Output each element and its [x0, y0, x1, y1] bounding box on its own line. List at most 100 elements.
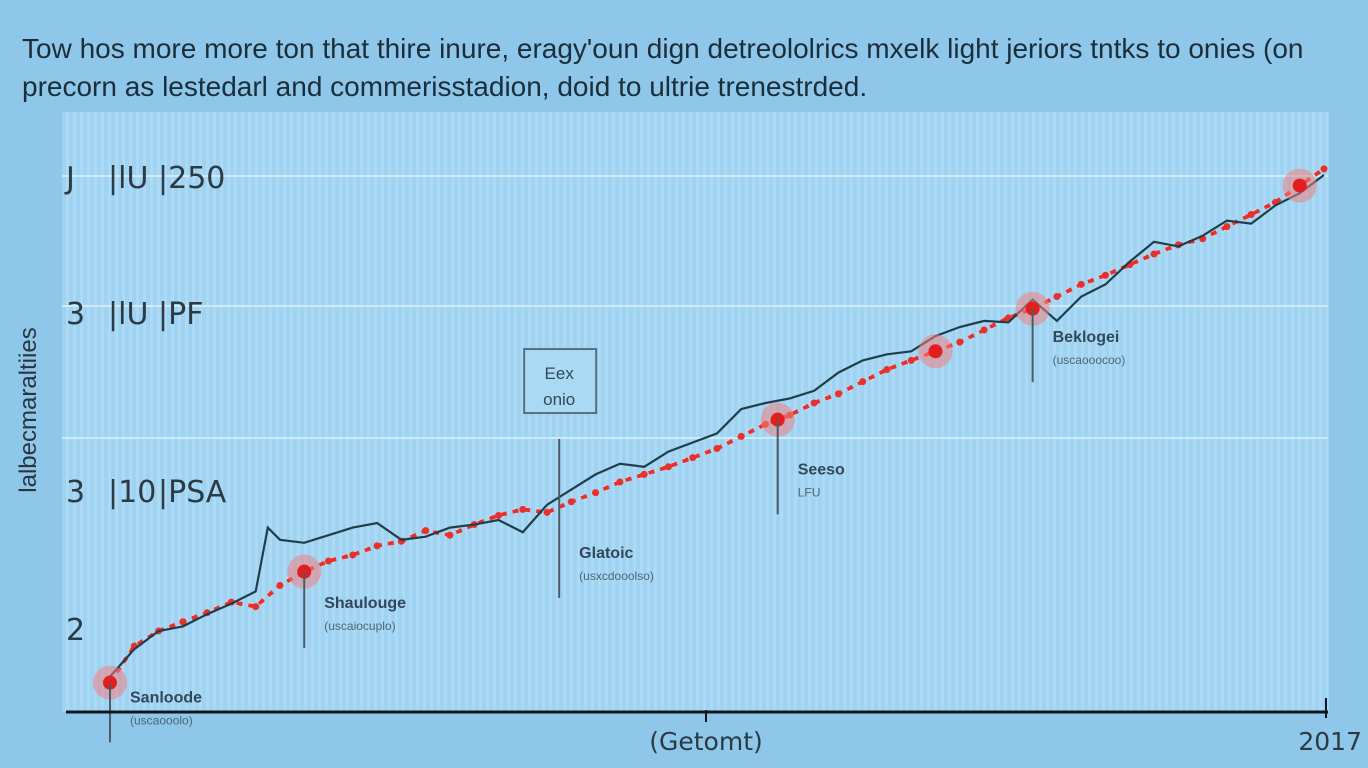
annotation-label: Glatoic	[579, 545, 633, 562]
bg-stripe	[360, 112, 363, 712]
bg-stripe	[850, 112, 853, 712]
bg-stripe	[115, 112, 118, 712]
bg-stripe	[311, 112, 314, 712]
bg-stripe	[1060, 112, 1063, 712]
bg-stripe	[948, 112, 951, 712]
bg-stripe	[304, 112, 307, 712]
data-point	[519, 505, 527, 513]
bg-stripe	[1004, 112, 1007, 712]
bg-stripe	[920, 112, 923, 712]
y-tick-label: 3	[66, 475, 85, 510]
bg-stripe	[1046, 112, 1049, 712]
bg-stripe	[136, 112, 139, 712]
annotation-label: Shaulouge	[324, 595, 406, 612]
bg-stripe	[178, 112, 181, 712]
bg-stripe	[1235, 112, 1238, 712]
bg-stripe	[248, 112, 251, 712]
data-point	[349, 551, 357, 559]
annotation-sublabel: LFU	[798, 485, 821, 499]
bg-stripe	[276, 112, 279, 712]
bg-stripe	[395, 112, 398, 712]
data-point	[567, 498, 575, 506]
highlight-marker	[928, 344, 943, 359]
bg-stripe	[1018, 112, 1021, 712]
data-point	[689, 454, 697, 462]
bg-stripe	[654, 112, 657, 712]
bg-stripe	[619, 112, 622, 712]
bg-stripe	[164, 112, 167, 712]
bg-stripe	[1270, 112, 1273, 712]
data-point	[179, 618, 187, 626]
bg-stripe	[1221, 112, 1224, 712]
data-point	[1101, 271, 1109, 279]
bg-stripe	[1144, 112, 1147, 712]
annotation-sublabel: (uscaooocoo)	[1053, 353, 1126, 367]
bg-stripe	[1228, 112, 1231, 712]
bg-stripe	[206, 112, 209, 712]
bg-stripe	[1011, 112, 1014, 712]
bg-stripe	[283, 112, 286, 712]
bg-stripe	[724, 112, 727, 712]
data-point	[1223, 223, 1231, 231]
bg-stripe	[857, 112, 860, 712]
data-point	[859, 378, 867, 386]
y-axis-label: lalbecmaraltiies	[15, 327, 42, 492]
bg-stripe	[108, 112, 111, 712]
data-point	[907, 356, 915, 364]
bg-stripe	[1137, 112, 1140, 712]
bg-stripe	[465, 112, 468, 712]
bg-stripe	[675, 112, 678, 712]
bg-stripe	[339, 112, 342, 712]
bg-stripe	[290, 112, 293, 712]
bg-stripe	[73, 112, 76, 712]
bg-stripe	[402, 112, 405, 712]
bg-stripe	[87, 112, 90, 712]
bg-stripe	[647, 112, 650, 712]
data-point	[543, 508, 551, 516]
bg-stripe	[262, 112, 265, 712]
bg-stripe	[143, 112, 146, 712]
data-point	[883, 366, 891, 374]
bg-stripe	[871, 112, 874, 712]
bg-stripe	[381, 112, 384, 712]
bg-stripe	[1123, 112, 1126, 712]
bg-stripe	[1277, 112, 1280, 712]
bg-stripe	[416, 112, 419, 712]
bg-stripe	[437, 112, 440, 712]
bg-stripe	[913, 112, 916, 712]
bg-stripe	[1312, 112, 1315, 712]
bg-stripe	[1088, 112, 1091, 712]
y-tick-label: |PSA	[158, 475, 227, 510]
bg-stripe	[598, 112, 601, 712]
bg-stripe	[689, 112, 692, 712]
bg-stripe	[129, 112, 132, 712]
bg-stripe	[731, 112, 734, 712]
bg-stripe	[1067, 112, 1070, 712]
bg-stripe	[1284, 112, 1287, 712]
bg-stripe	[1039, 112, 1042, 712]
bg-stripe	[234, 112, 237, 712]
annotation-label: Beklogei	[1053, 329, 1120, 346]
box-annotation-text: Eex	[545, 364, 575, 383]
bg-stripe	[892, 112, 895, 712]
chart-background	[62, 112, 1329, 712]
bg-stripe	[1095, 112, 1098, 712]
series-line-dark	[109, 174, 1325, 678]
data-point	[1053, 293, 1061, 301]
data-point	[737, 432, 745, 440]
annotation-sublabel: (uscaooolo)	[130, 713, 193, 727]
data-point	[446, 531, 454, 539]
y-tick-label: |lU	[108, 161, 148, 196]
bg-stripe	[745, 112, 748, 712]
bg-stripe	[514, 112, 517, 712]
bg-stripe	[1319, 112, 1322, 712]
data-point	[1320, 165, 1328, 173]
y-tick-label: |lU	[108, 297, 148, 332]
bg-stripe	[605, 112, 608, 712]
bg-stripe	[1242, 112, 1245, 712]
bg-stripe	[990, 112, 993, 712]
bg-stripe	[969, 112, 972, 712]
bg-stripe	[710, 112, 713, 712]
y-tick-label: 2	[66, 613, 85, 648]
